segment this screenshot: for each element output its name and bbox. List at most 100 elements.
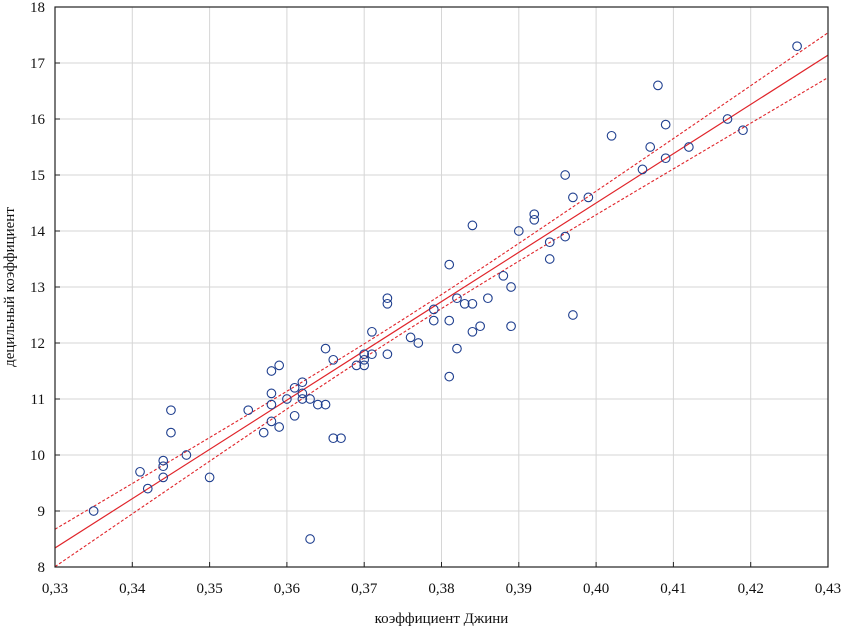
data-point [328, 354, 339, 365]
y-tick-label: 8 [38, 560, 46, 576]
data-point [351, 360, 362, 371]
data-point [328, 433, 339, 444]
data-point [367, 326, 377, 337]
data-point [722, 114, 733, 124]
data-point [483, 293, 493, 304]
y-tick-label: 18 [30, 0, 45, 16]
data-point [166, 427, 176, 438]
data-point [413, 338, 424, 348]
data-point [88, 506, 99, 516]
data-point [529, 209, 540, 220]
data-point [475, 321, 486, 332]
data-point [382, 349, 393, 360]
data-point [266, 399, 277, 410]
data-point [428, 315, 439, 326]
data-point [305, 534, 315, 544]
data-point [266, 388, 277, 399]
data-point [560, 170, 571, 180]
data-point [382, 298, 393, 309]
data-point [312, 399, 323, 410]
data-point [359, 354, 370, 365]
data-point [506, 321, 516, 332]
data-point [158, 461, 169, 472]
data-point [297, 377, 308, 388]
data-point [467, 298, 478, 309]
data-point [568, 310, 578, 320]
y-tick-label: 13 [30, 280, 45, 296]
x-axis-tick-labels: 0,33 0,34 0,35 0,36 0,37 0,38 0,39 0,40 0,41 0,42… [42, 581, 841, 597]
data-point [444, 315, 455, 326]
y-axis-tick-labels: 8 9 10 11 12 13 14 15 16 17 18 [30, 0, 46, 576]
confidence-band-lower [55, 77, 828, 567]
data-point [513, 226, 524, 236]
y-tick-label: 11 [31, 392, 45, 408]
x-tick-label: 0,34 [119, 581, 146, 597]
data-point [428, 304, 439, 315]
data-point [382, 293, 393, 304]
data-point [181, 450, 192, 460]
axis-ticks [54, 6, 829, 568]
data-point [282, 394, 292, 404]
x-tick-label: 0,35 [196, 581, 222, 597]
data-point [792, 41, 802, 52]
data-point [568, 192, 578, 203]
data-point [660, 119, 671, 130]
data-point [158, 472, 169, 483]
data-point [166, 405, 176, 416]
x-axis-title: коэффициент Джини [375, 611, 509, 627]
data-point [459, 298, 470, 309]
y-tick-label: 10 [30, 448, 45, 464]
data-point [135, 466, 145, 477]
data-point [289, 382, 300, 393]
data-point [258, 427, 269, 438]
x-tick-label: 0,36 [274, 581, 301, 597]
x-tick-label: 0,38 [428, 581, 454, 597]
data-point [498, 270, 509, 281]
data-point [544, 237, 555, 248]
data-points [88, 41, 802, 544]
x-tick-label: 0,42 [738, 581, 764, 597]
data-point [266, 366, 277, 376]
data-point [583, 192, 594, 203]
y-tick-label: 12 [30, 336, 45, 352]
data-point [336, 433, 346, 444]
data-point [367, 349, 377, 360]
data-point [645, 142, 656, 152]
data-point [359, 349, 370, 360]
data-point [637, 164, 648, 175]
confidence-band [55, 32, 828, 567]
data-point [158, 455, 169, 466]
data-point [544, 254, 555, 264]
data-point [305, 394, 315, 404]
data-point [274, 360, 285, 371]
data-point [243, 405, 254, 416]
data-point [320, 399, 331, 410]
data-point [142, 483, 153, 494]
x-tick-label: 0,41 [660, 581, 686, 597]
data-point [320, 343, 331, 354]
x-tick-label: 0,40 [583, 581, 609, 597]
data-point [660, 153, 671, 164]
data-point [506, 282, 516, 292]
y-tick-label: 16 [30, 112, 46, 128]
data-point [467, 220, 478, 231]
regression-line [55, 54, 828, 549]
data-point [529, 214, 540, 225]
y-axis-title: децильный коэффициент [2, 207, 18, 367]
data-point [297, 394, 308, 404]
y-tick-label: 15 [30, 168, 45, 184]
data-point [289, 410, 300, 421]
data-point [606, 130, 617, 141]
data-point [452, 343, 462, 354]
x-tick-label: 0,33 [42, 581, 68, 597]
data-point [444, 259, 455, 270]
x-tick-label: 0,39 [506, 581, 532, 597]
data-point [405, 332, 416, 343]
data-point [452, 293, 462, 304]
grid [55, 7, 828, 567]
data-point [467, 326, 478, 337]
y-tick-label: 14 [30, 224, 46, 240]
data-point [297, 388, 308, 399]
data-point [204, 472, 215, 483]
y-tick-label: 9 [38, 504, 46, 520]
